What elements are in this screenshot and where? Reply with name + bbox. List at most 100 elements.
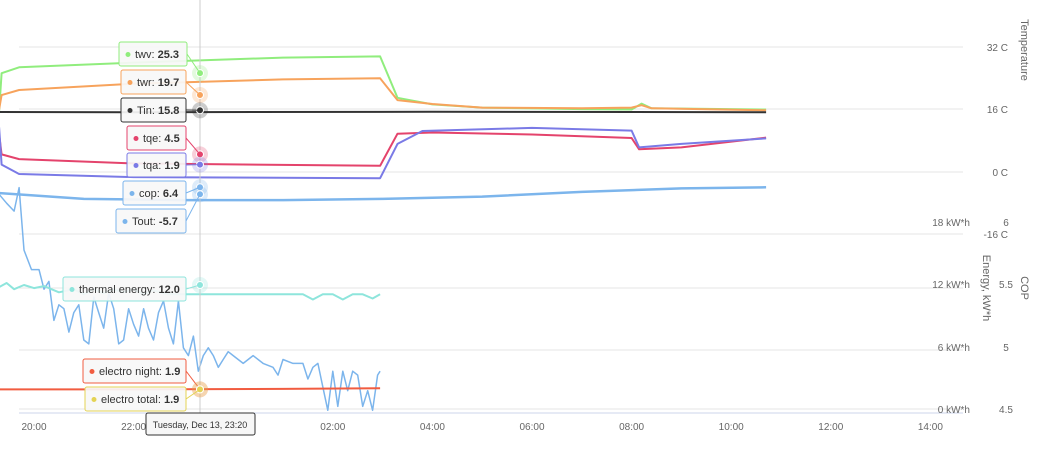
tooltip-series-name: thermal energy: [79, 284, 158, 296]
tooltip-Tin: Tin: 15.8 [120, 97, 208, 123]
tooltip-dot [133, 136, 139, 141]
tooltip-twv: twv: 25.3 [118, 41, 208, 82]
tooltip-value: 6.4 [163, 188, 179, 200]
cop-tick-label: 5.5 [999, 280, 1013, 291]
tooltip-box [120, 69, 187, 95]
tooltip-dot [89, 369, 95, 374]
tooltip-value: 1.9 [164, 160, 179, 172]
x-tick-label: 14:00 [918, 422, 943, 433]
tooltip-tqe: tqe: 4.5 [126, 125, 208, 163]
x-tick-label: 02:00 [320, 422, 345, 433]
series-line-tqa [0, 126, 767, 180]
tooltip-box [84, 386, 187, 412]
tooltip-dot [122, 219, 128, 224]
tooltip-tqa: tqa: 1.9 [126, 152, 208, 178]
tooltip-dot [129, 191, 135, 196]
temp-tick-label: 0 C [992, 168, 1008, 179]
crosshair-time-label: Tuesday, Dec 13, 23:20 [145, 412, 256, 436]
x-tick-label: 04:00 [420, 422, 445, 433]
tooltip-box [118, 41, 188, 67]
cop-tick-label: 4.5 [999, 405, 1013, 416]
tooltip-value: 4.5 [164, 133, 179, 145]
tooltip-value: 12.0 [158, 284, 179, 296]
tooltip-connector [185, 81, 201, 96]
tooltip-connector [185, 284, 201, 290]
tooltip-connector [185, 194, 201, 222]
energy-tick-label: 0 kW*h [938, 405, 970, 416]
tooltip-text: electro total: 1.9 [101, 394, 179, 406]
energy-tick-label: 12 kW*h [932, 280, 970, 291]
x-tick-label: 08:00 [619, 422, 644, 433]
x-tick-label: 10:00 [719, 422, 744, 433]
tooltip-box [120, 97, 187, 123]
energy-axis-title: Energy, kW*h [980, 255, 992, 321]
series-line-electro-night [0, 387, 381, 391]
tooltip-value: 1.9 [164, 394, 179, 406]
tooltip-box [126, 125, 187, 151]
energy-tick-label: 18 kW*h [932, 218, 970, 229]
tooltip-twr: twr: 19.7 [120, 69, 208, 104]
tooltip-connector [185, 388, 201, 400]
tooltip-value: -5.7 [159, 216, 178, 228]
x-tick-label: 22:00 [121, 422, 146, 433]
tooltip-series-name: tqa: [143, 160, 164, 172]
tooltip-text: thermal energy: 12.0 [79, 284, 180, 296]
series-line-twr [0, 77, 767, 112]
temp-tick-label: 32 C [987, 43, 1008, 54]
tooltip-dot [91, 397, 97, 402]
tooltip-cop: cop: 6.4 [122, 179, 208, 206]
tooltip-series-name: Tout: [132, 216, 159, 228]
cop-tick-label: 5 [1003, 343, 1009, 354]
tooltip-connector [186, 53, 201, 74]
tooltip-box [82, 358, 187, 384]
cop-axis-title: COP [1018, 276, 1030, 300]
tooltip-text: tqe: 4.5 [143, 133, 180, 145]
tooltip-connector [185, 137, 201, 155]
tooltip-electro-total: electro total: 1.9 [84, 381, 208, 412]
temp-tick-label: 16 C [987, 105, 1008, 116]
tooltip-Tout: Tout: -5.7 [115, 186, 208, 234]
tooltip-text: twv: 25.3 [135, 49, 179, 61]
tooltip-text: Tout: -5.7 [132, 216, 178, 228]
tooltip-series-name: electro night: [99, 366, 165, 378]
tooltips: twv: 25.3 twr: 19.7 Tin: 15.8 tqe: 4.5 tqa: … [62, 41, 256, 436]
tooltip-text: Tin: 15.8 [137, 105, 179, 117]
tooltip-text: electro night: 1.9 [99, 366, 180, 378]
tooltip-series-name: electro total: [101, 394, 164, 406]
tooltip-dot [69, 287, 75, 292]
x-tick-label: 12:00 [818, 422, 843, 433]
tooltip-dot [127, 108, 133, 113]
energy-tick-label: 6 kW*h [938, 343, 970, 354]
time-label-text: Tuesday, Dec 13, 23:20 [153, 420, 248, 430]
tooltip-text: cop: 6.4 [139, 188, 179, 200]
cop-tick-label: 6 [1003, 218, 1009, 229]
series-line-tqe [0, 131, 767, 167]
tooltip-series-name: tqe: [143, 133, 164, 145]
x-tick-label: 06:00 [519, 422, 544, 433]
temperature-axis-title: Temperature [1018, 19, 1030, 81]
tooltip-text: twr: 19.7 [137, 77, 179, 89]
tooltip-thermal-energy: thermal energy: 12.0 [62, 276, 208, 302]
tooltip-connector [185, 186, 201, 194]
tooltip-value: 15.8 [158, 105, 179, 117]
tooltip-series-name: twr: [137, 77, 158, 89]
time-label-box [145, 412, 256, 436]
tooltip-series-name: Tin: [137, 105, 158, 117]
tooltip-dot [127, 80, 133, 85]
tooltip-box [62, 276, 187, 302]
x-tick-label: 20:00 [21, 422, 46, 433]
tooltip-series-name: twv: [135, 49, 158, 61]
tooltip-text: tqa: 1.9 [143, 160, 180, 172]
tooltip-box [126, 152, 187, 178]
tooltip-dot [133, 163, 139, 168]
temp-tick-label: -16 C [984, 230, 1008, 241]
series-line-cop [0, 186, 767, 202]
tooltip-value: 25.3 [158, 49, 179, 61]
tooltip-box [122, 180, 187, 206]
tooltip-value: 1.9 [165, 366, 180, 378]
tooltip-dot [125, 52, 131, 57]
tooltip-electro-night: electro night: 1.9 [82, 358, 208, 398]
tooltip-series-name: cop: [139, 188, 163, 200]
tooltip-box [115, 208, 187, 234]
